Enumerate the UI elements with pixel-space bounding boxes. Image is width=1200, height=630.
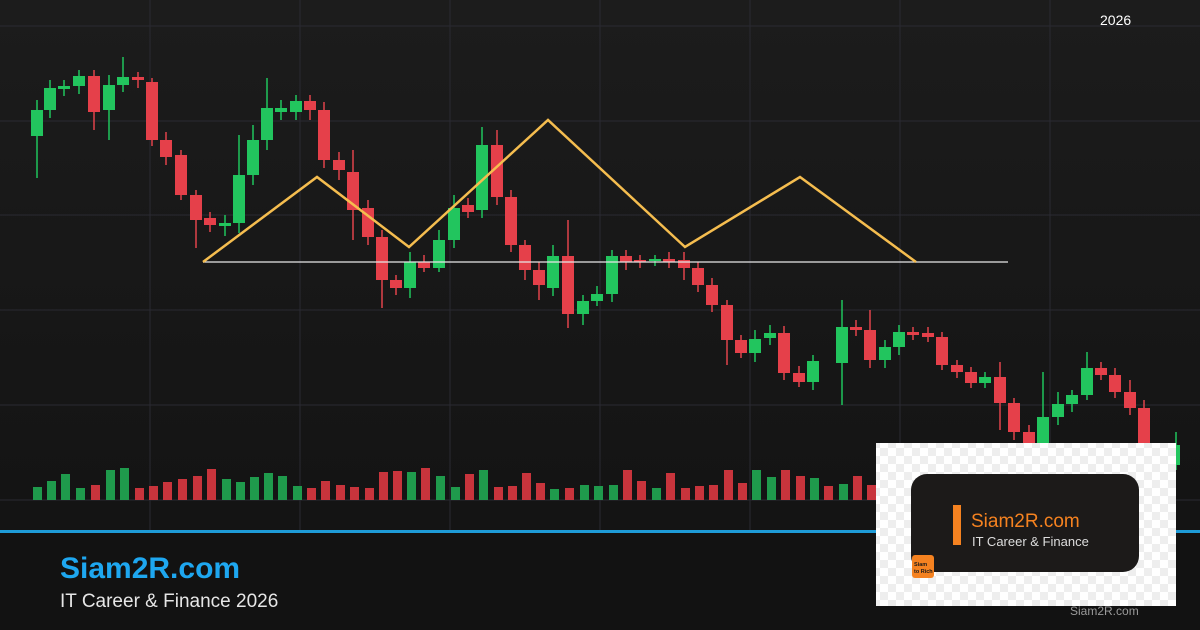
watermark: Siam2R.com (1070, 604, 1139, 618)
accent-bar (953, 505, 961, 545)
logo-card: Siam2R.com IT Career & Finance Siam to R… (876, 443, 1176, 618)
logo-text: to Rich (914, 569, 933, 575)
volume-bars (33, 468, 876, 500)
candlesticks (31, 57, 1180, 470)
footer-brand: Siam2R.com (60, 552, 240, 585)
year-label: 2026 (1100, 12, 1131, 28)
card-panel (911, 474, 1139, 572)
logo-icon (912, 555, 934, 578)
logo-text: Siam (914, 562, 927, 568)
footer-tagline: IT Career & Finance 2026 (60, 591, 278, 612)
pattern-zigzag (202, 118, 917, 264)
grid (0, 0, 1200, 530)
card-tagline: IT Career & Finance (972, 534, 1089, 549)
divider (0, 530, 1200, 533)
card-brand: Siam2R.com (971, 511, 1080, 532)
